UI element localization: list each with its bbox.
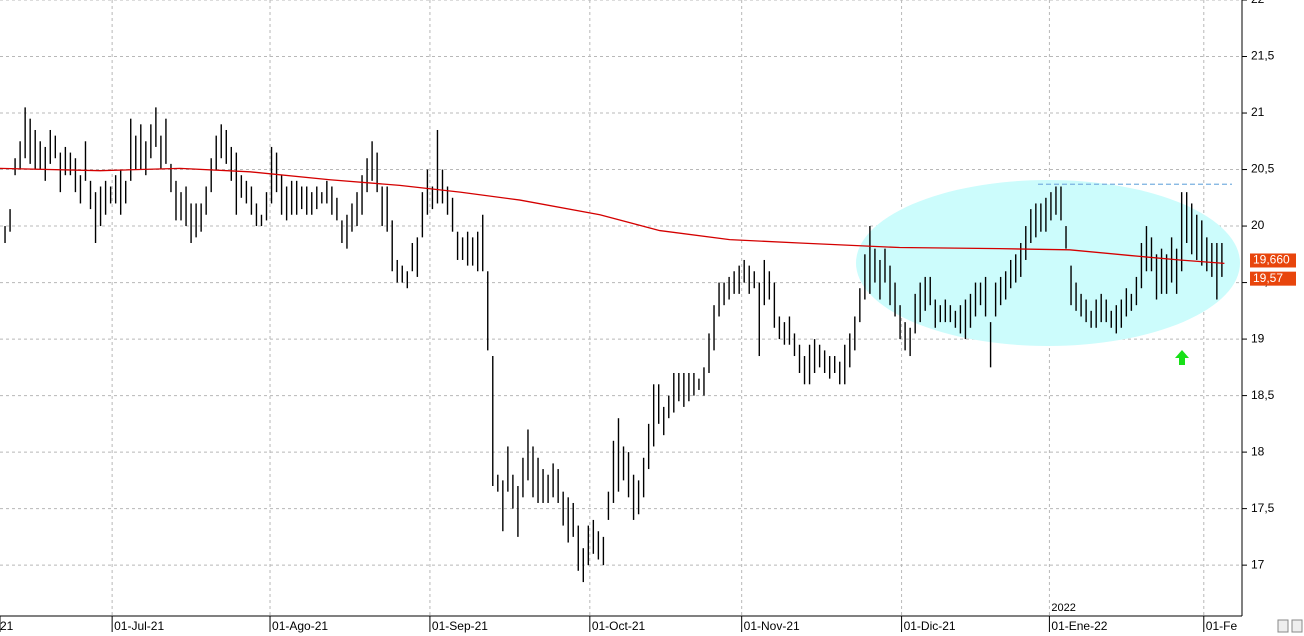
y-tick-label: 17,5 bbox=[1251, 501, 1275, 515]
price-tag-label: 19,660 bbox=[1253, 253, 1290, 267]
x-tick-label: 21 bbox=[0, 619, 14, 633]
price-tag bbox=[1250, 253, 1296, 268]
x-tick-label: 01-Sep-21 bbox=[432, 619, 488, 633]
price-tag bbox=[1250, 271, 1296, 286]
moving-average bbox=[0, 167, 1225, 265]
y-tick-label: 17 bbox=[1251, 557, 1265, 571]
y-tick-label: 22 bbox=[1251, 0, 1265, 6]
x-tick-label: 01-Nov-21 bbox=[744, 619, 800, 633]
highlight-ellipse bbox=[856, 180, 1240, 346]
price-tag-label: 19,57 bbox=[1253, 271, 1283, 285]
toolbar-icon[interactable] bbox=[1277, 619, 1289, 633]
x-tick-label: 01-Ago-21 bbox=[272, 619, 328, 633]
x-tick-label: 01-Jul-21 bbox=[114, 619, 164, 633]
x-tick-label: 01-Dic-21 bbox=[904, 619, 956, 633]
y-tick-label: 18 bbox=[1251, 444, 1265, 458]
y-tick-label: 18,5 bbox=[1251, 388, 1275, 402]
up-arrow bbox=[1175, 350, 1189, 365]
y-tick-label: 20,5 bbox=[1251, 162, 1275, 176]
toolbar-icon[interactable] bbox=[1291, 619, 1303, 633]
x-tick-label: 01-Fe bbox=[1206, 619, 1238, 633]
y-tick-label: 21,5 bbox=[1251, 49, 1275, 63]
y-tick-label: 19 bbox=[1251, 331, 1265, 345]
x-tick-label: 01-Ene-22 bbox=[1051, 619, 1107, 633]
y-tick-label: 21 bbox=[1251, 105, 1265, 119]
plot bbox=[0, 107, 1232, 583]
x-tick-label: 01-Oct-21 bbox=[592, 619, 646, 633]
y-tick-label: 20 bbox=[1251, 218, 1265, 232]
year-label: 2022 bbox=[1051, 602, 1075, 614]
